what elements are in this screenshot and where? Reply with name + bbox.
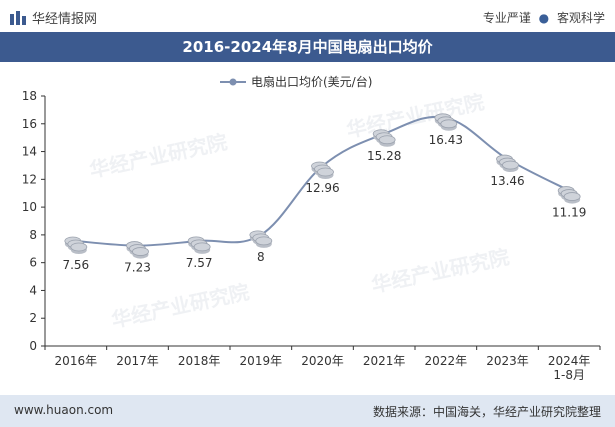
data-point bbox=[187, 236, 211, 254]
tagline-right: 客观科学 bbox=[556, 11, 605, 25]
footer: www.huaon.com 数据来源：中国海关，华经产业研究院整理 bbox=[0, 395, 615, 427]
brand: 华经情报网 bbox=[10, 8, 97, 27]
brand-logo-icon bbox=[10, 10, 26, 25]
x-tick-label: 2021年 bbox=[363, 354, 406, 368]
data-label: 16.43 bbox=[429, 133, 463, 147]
tagline-left: 专业严谨 bbox=[482, 11, 531, 25]
data-label: 13.46 bbox=[490, 174, 524, 188]
data-label: 8 bbox=[257, 250, 265, 264]
y-tick-label: 10 bbox=[22, 200, 37, 214]
brand-name: 华经情报网 bbox=[32, 12, 98, 27]
chart-title: 2016-2024年8月中国电扇出口均价 bbox=[0, 32, 615, 62]
y-tick-label: 8 bbox=[29, 228, 37, 242]
y-tick-label: 14 bbox=[22, 145, 37, 159]
data-point bbox=[126, 241, 149, 259]
coin bbox=[193, 242, 211, 252]
coin bbox=[317, 167, 334, 177]
data-point bbox=[557, 186, 581, 204]
data-label: 12.96 bbox=[305, 181, 339, 195]
line-chart: 电扇出口均价(美元/台) 0 2 4 6 8 10 12 14 16 18 2016年 2017年 201… bbox=[22, 74, 601, 382]
x-tick-label: 2024年 1-8月 bbox=[548, 354, 591, 382]
x-tick-label: 2020年 bbox=[301, 354, 344, 368]
x-tick-label: 2023年 bbox=[486, 354, 529, 368]
top-bar: 华经情报网 专业严谨 ● 客观科学 bbox=[0, 0, 615, 32]
legend-marker bbox=[229, 78, 237, 86]
x-tick-label: 2016年 bbox=[55, 354, 98, 368]
coin bbox=[502, 160, 519, 170]
data-point bbox=[249, 230, 273, 248]
y-tick-label: 0 bbox=[29, 339, 37, 353]
footer-source: 数据来源：中国海关，华经产业研究院整理 bbox=[372, 405, 601, 419]
legend-label: 电扇出口均价(美元/台) bbox=[251, 74, 372, 89]
coin bbox=[255, 236, 273, 246]
legend: 电扇出口均价(美元/台) bbox=[220, 74, 372, 89]
coin bbox=[378, 135, 396, 145]
data-point bbox=[311, 161, 334, 179]
data-label: 7.56 bbox=[62, 258, 89, 272]
tagline: 专业严谨 ● 客观科学 bbox=[483, 9, 605, 26]
coin bbox=[132, 247, 149, 256]
y-tick-label: 4 bbox=[29, 283, 37, 297]
y-tick-label: 2 bbox=[29, 311, 37, 325]
data-label: 15.28 bbox=[367, 149, 401, 163]
y-tick-label: 16 bbox=[22, 117, 37, 131]
coin bbox=[563, 192, 581, 201]
y-tick-label: 12 bbox=[22, 172, 37, 186]
x-tick-label: 2017年 bbox=[116, 354, 159, 368]
x-tick-label: 2022年 bbox=[425, 354, 468, 368]
coin bbox=[70, 242, 88, 252]
bullet-icon: ● bbox=[538, 11, 550, 25]
x-tick-label: 2019年 bbox=[240, 354, 283, 368]
y-tick-label: 6 bbox=[29, 256, 37, 270]
coin bbox=[440, 119, 458, 129]
y-tick-label: 18 bbox=[22, 89, 37, 103]
data-label: 11.19 bbox=[552, 206, 586, 220]
footer-site: www.huaon.com bbox=[14, 403, 114, 417]
data-label: 7.23 bbox=[124, 261, 151, 275]
data-point bbox=[434, 113, 458, 131]
data-label: 7.57 bbox=[186, 256, 213, 270]
data-point bbox=[372, 129, 396, 147]
data-point bbox=[64, 236, 88, 254]
x-tick-label: 2018年 bbox=[178, 354, 221, 368]
data-point bbox=[496, 154, 519, 173]
